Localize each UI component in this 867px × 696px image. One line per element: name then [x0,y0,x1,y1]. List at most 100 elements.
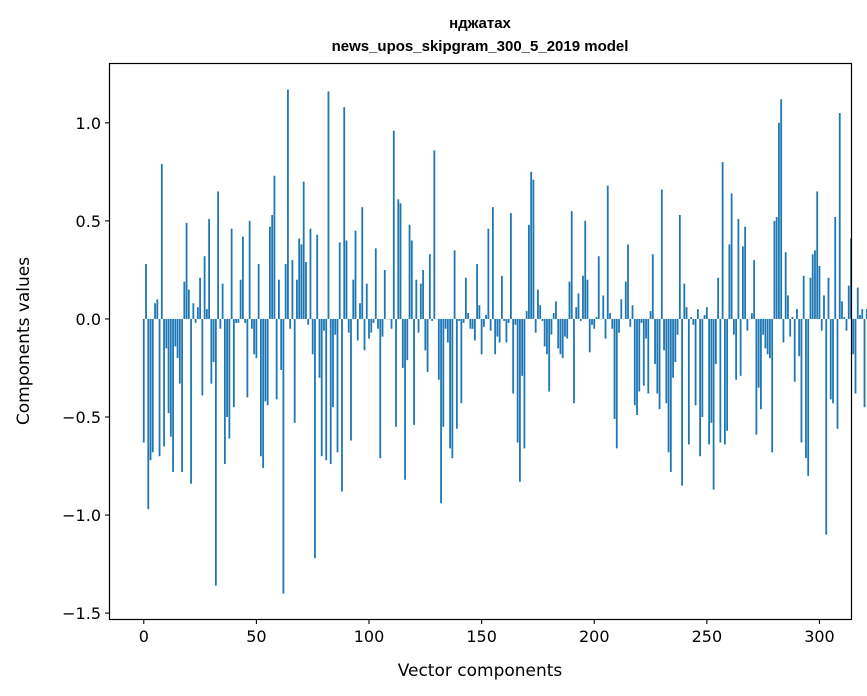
bar [654,318,656,365]
bar [275,318,278,400]
bar [505,318,508,343]
bar [194,318,197,323]
bar [332,318,334,408]
x-tick-label: 200 [579,627,610,646]
bar [861,309,864,319]
bar [458,318,460,321]
bar [356,318,359,341]
bar [541,318,544,321]
bar [338,242,341,319]
bar [253,318,256,355]
bar [278,279,280,319]
bar [516,318,519,443]
bar [442,318,445,427]
bar [532,179,535,319]
bar [708,318,711,445]
bar [800,318,803,443]
bar [460,318,463,404]
bar [444,318,447,329]
bar [712,318,715,490]
bar [665,318,668,404]
bar [334,318,337,335]
x-axis-label: Vector components [398,661,563,681]
bar [865,309,867,319]
bar [519,318,521,482]
bar [347,318,350,333]
bar [237,318,240,323]
bar [210,318,213,384]
bar [446,318,449,343]
bar [514,318,517,325]
bar [323,318,325,331]
bar [235,318,238,323]
bar [852,318,855,355]
bar [428,254,431,319]
bar [550,318,553,335]
bar [271,215,274,319]
bar [408,224,411,319]
bar [501,275,503,319]
bar [392,130,395,319]
bar [823,295,825,319]
bar [176,318,179,359]
bar [395,318,397,427]
bar [834,216,837,319]
bar [782,318,785,343]
bar [262,318,265,468]
plot-frame [108,62,853,621]
bar [260,318,262,457]
bar [579,318,582,321]
bar [591,318,593,325]
bar [568,281,571,319]
bar [354,230,357,319]
x-tick-label: 50 [246,627,266,646]
bar [406,318,409,361]
bar [636,318,638,416]
bar [796,309,798,319]
bar [217,191,220,319]
bar [433,150,436,319]
bar [196,307,199,319]
bar [302,181,305,319]
bar [825,318,828,535]
bar [156,299,159,319]
bar [163,318,165,447]
bar [363,318,366,351]
bar [859,315,861,319]
bar [284,264,287,319]
bar [546,318,548,355]
bar [426,318,429,372]
bar [359,303,361,319]
bar [577,293,580,319]
bar [185,222,188,319]
bar [676,318,679,335]
bar [370,318,373,333]
bars-group [142,89,867,594]
bar [705,307,708,319]
bar [561,318,564,359]
bar [296,279,298,319]
bar [717,277,720,319]
bar [755,318,758,435]
bar [739,318,742,376]
bar [199,277,201,319]
bar [856,287,859,319]
bar [269,226,271,319]
bar [620,299,623,319]
bar [651,254,654,319]
bar [352,279,355,319]
bar [244,318,247,323]
bar [462,318,465,323]
bar [809,277,812,319]
bar [469,318,472,329]
bar [485,315,488,319]
bar [510,213,512,319]
bar [854,318,857,394]
bar [449,318,451,449]
bar [746,318,749,331]
bar [187,289,190,319]
bar [762,318,765,335]
bar [512,318,515,394]
bar [431,318,433,321]
bar [618,318,620,333]
